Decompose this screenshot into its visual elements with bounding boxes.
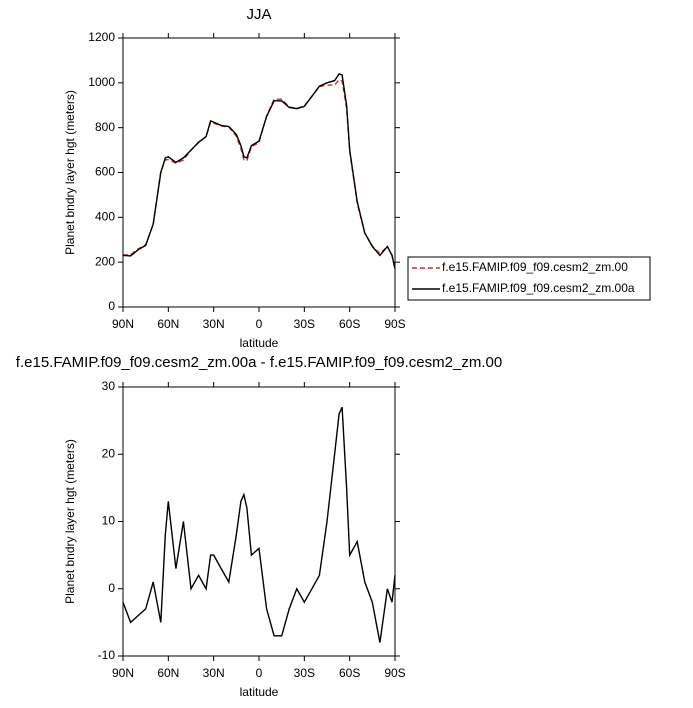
y-tick-label: 0 (108, 299, 115, 313)
series-line (122, 78, 396, 270)
y-axis-label: Planet bndry layer hgt (meters) (63, 90, 77, 255)
x-tick-label: 60S (339, 666, 360, 680)
x-tick-label: 90S (384, 317, 405, 331)
series-line (122, 406, 396, 643)
chart-title: f.e15.FAMIP.f09_f09.cesm2_zm.00a - f.e15… (16, 354, 502, 371)
series-line (122, 73, 396, 270)
plot-frame (122, 386, 396, 657)
x-tick-label: 30S (294, 666, 315, 680)
y-tick-label: 600 (95, 165, 115, 179)
x-tick-label: 60S (339, 317, 360, 331)
x-tick-label: 90N (112, 666, 134, 680)
y-tick-label: 800 (95, 120, 115, 134)
legend-label: f.e15.FAMIP.f09_f09.cesm2_zm.00a (442, 281, 635, 295)
y-axis-label: Planet bndry layer hgt (meters) (63, 439, 77, 604)
y-tick-label: 0 (108, 581, 115, 595)
y-tick-label: 400 (95, 210, 115, 224)
plot-frame (122, 37, 396, 308)
x-tick-label: 60N (157, 317, 179, 331)
x-tick-label: 90S (384, 666, 405, 680)
x-tick-label: 60N (157, 666, 179, 680)
x-tick-label: 90N (112, 317, 134, 331)
x-axis-label: latitude (240, 685, 279, 699)
x-tick-label: 30S (294, 317, 315, 331)
x-tick-label: 0 (256, 317, 263, 331)
legend-box (407, 256, 651, 301)
y-tick-label: 1000 (88, 75, 115, 89)
y-tick-label: 1200 (88, 30, 115, 44)
x-axis-label: latitude (240, 336, 279, 350)
x-tick-label: 30N (203, 666, 225, 680)
y-tick-label: -10 (98, 648, 116, 662)
x-tick-label: 30N (203, 317, 225, 331)
x-tick-label: 0 (256, 666, 263, 680)
y-tick-label: 200 (95, 254, 115, 268)
y-tick-label: 10 (102, 514, 116, 528)
legend-label: f.e15.FAMIP.f09_f09.cesm2_zm.00 (442, 260, 628, 274)
chart-title: JJA (246, 6, 271, 23)
y-tick-label: 30 (102, 379, 116, 393)
y-tick-label: 20 (102, 446, 116, 460)
